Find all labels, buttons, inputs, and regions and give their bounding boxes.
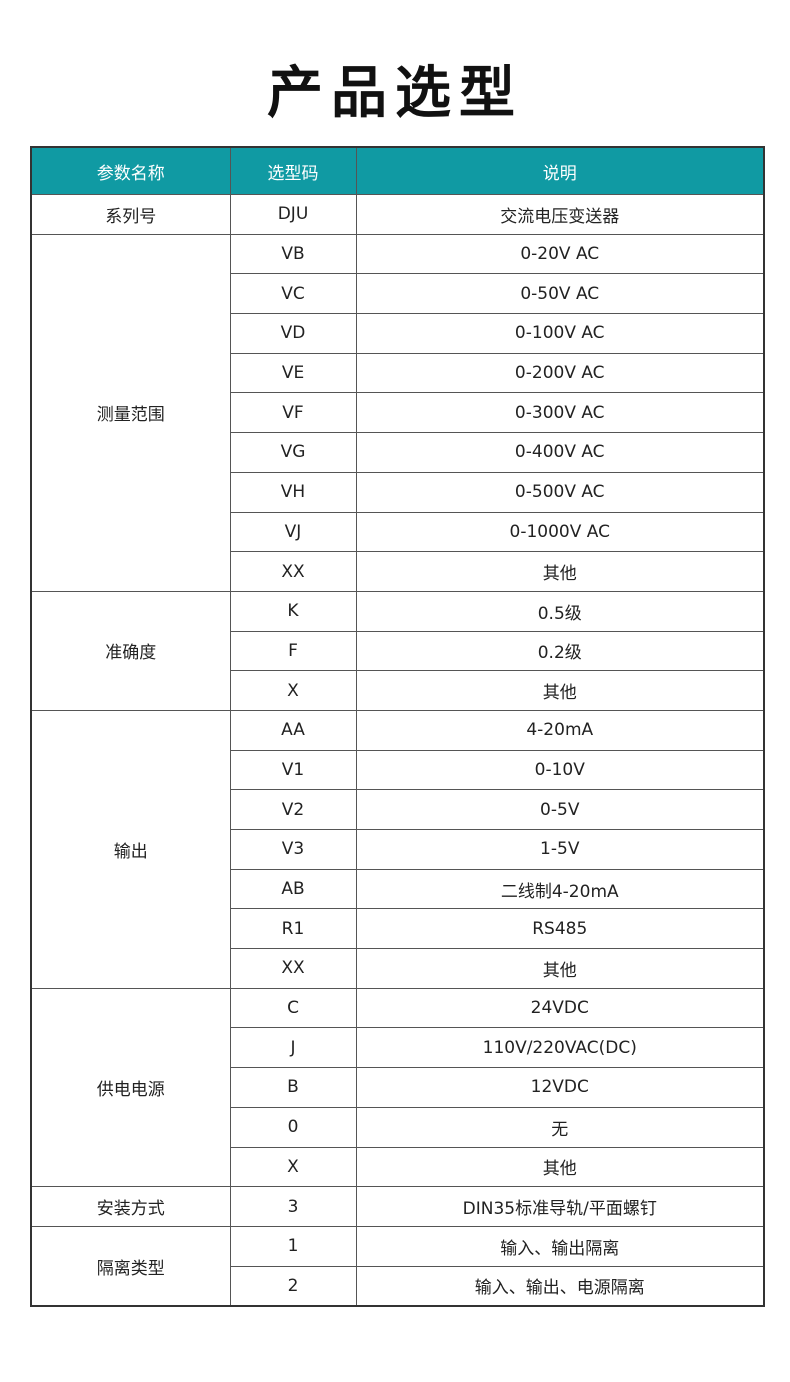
code-cell: DJU [229, 194, 357, 235]
description-cell: 输入、输出、电源隔离 [355, 1265, 765, 1307]
table-row: VC 0-50V AC [31, 273, 765, 315]
table-row: 系列号 DJU 交流电压变送器 [30, 194, 765, 235]
description-cell: 0-50V AC [355, 273, 765, 315]
description-cell: RS485 [355, 908, 765, 950]
table-row: AB 二线制4-20mA [31, 868, 765, 910]
description-cell: 12VDC [355, 1067, 765, 1108]
description-cell: 0-500V AC [355, 471, 765, 513]
table-row: VG 0-400V AC [31, 432, 765, 473]
code-cell: XX [229, 948, 357, 989]
page-title: 产品选型 [267, 61, 523, 126]
param-name-cell: 隔离类型 [30, 1225, 231, 1307]
code-cell: VD [229, 313, 357, 354]
code-cell: X [229, 1146, 357, 1188]
table-row: VE 0-200V AC [31, 352, 765, 394]
table-row: X 其他 [31, 1146, 765, 1188]
code-cell: VC [229, 273, 357, 315]
description-cell: 0.2级 [355, 630, 765, 672]
description-cell: 0-1000V AC [355, 511, 765, 553]
table-row: VD 0-100V AC [31, 313, 765, 354]
selection-table: 参数名称 选型码 说明 系列号 DJU 交流电压变送器 测量范围 VB 0-20V AC V… [30, 146, 765, 1308]
code-cell: VB [229, 233, 357, 275]
table-row: R1 RS485 [31, 908, 765, 950]
table-body: 系列号 DJU 交流电压变送器 测量范围 VB 0-20V AC VC 0-50V AC VD 0… [30, 194, 765, 1307]
code-cell: V2 [229, 789, 357, 830]
code-cell: AA [229, 709, 357, 751]
code-cell: F [229, 630, 357, 672]
table-row: 安装方式 3 DIN35标准导轨/平面螺钉 [30, 1186, 765, 1227]
table-row: VJ 0-1000V AC [31, 511, 765, 553]
code-cell: 0 [229, 1106, 357, 1148]
description-cell: 0-100V AC [355, 313, 765, 354]
description-cell: DIN35标准导轨/平面螺钉 [355, 1186, 765, 1227]
description-cell: 0-400V AC [355, 432, 765, 473]
description-cell: 1-5V [355, 829, 765, 870]
table-row: 供电电源 C 24VDC [30, 987, 765, 1188]
param-name-cell: 测量范围 [30, 233, 231, 592]
table-header-row: 参数名称 选型码 说明 [30, 146, 765, 195]
description-cell: 0-20V AC [355, 233, 765, 275]
description-cell: 其他 [355, 948, 765, 989]
description-cell: 交流电压变送器 [355, 194, 765, 235]
table-row: VH 0-500V AC [31, 471, 765, 513]
code-cell: AB [229, 868, 357, 910]
description-cell: 其他 [355, 551, 765, 592]
code-cell: V1 [229, 749, 357, 791]
description-cell: 0-5V [355, 789, 765, 830]
table-row: 输出 AA 4-20mA [30, 709, 765, 989]
description-cell: 0-200V AC [355, 352, 765, 394]
param-name-cell: 系列号 [30, 194, 231, 235]
table-row: XX 其他 [31, 551, 765, 592]
param-name-cell: 供电电源 [30, 987, 231, 1188]
code-cell: B [229, 1067, 357, 1108]
column-header-code: 选型码 [229, 146, 357, 195]
table-row: F 0.2级 [31, 630, 765, 672]
param-name-cell: 输出 [30, 709, 231, 989]
description-cell: 二线制4-20mA [355, 868, 765, 910]
table-row: 2 输入、输出、电源隔离 [31, 1265, 765, 1307]
description-cell: 110V/220VAC(DC) [355, 1027, 765, 1069]
code-cell: C [229, 987, 357, 1029]
description-cell: 其他 [355, 1146, 765, 1188]
description-cell: 0-300V AC [355, 392, 765, 434]
code-cell: V3 [229, 829, 357, 870]
code-cell: VG [229, 432, 357, 473]
description-cell: 24VDC [355, 987, 765, 1029]
code-cell: 1 [229, 1225, 357, 1267]
table-row: VF 0-300V AC [31, 392, 765, 434]
code-cell: VE [229, 352, 357, 394]
description-cell: 其他 [355, 670, 765, 711]
table-row: V2 0-5V [31, 789, 765, 830]
code-cell: VF [229, 392, 357, 434]
code-cell: VJ [229, 511, 357, 553]
description-cell: 输入、输出隔离 [355, 1225, 765, 1267]
table-row: XX 其他 [31, 948, 765, 989]
code-cell: XX [229, 551, 357, 592]
code-cell: 2 [229, 1265, 357, 1307]
code-cell: 3 [229, 1186, 357, 1227]
column-header-param: 参数名称 [30, 146, 231, 195]
table-row: 准确度 K 0.5级 [30, 590, 765, 711]
param-name-cell: 安装方式 [30, 1186, 231, 1227]
code-cell: X [229, 670, 357, 711]
description-cell: 0.5级 [355, 590, 765, 632]
table-row: V1 0-10V [31, 749, 765, 791]
code-cell: K [229, 590, 357, 632]
table-row: X 其他 [31, 670, 765, 711]
param-name-cell: 准确度 [30, 590, 231, 711]
description-cell: 0-10V [355, 749, 765, 791]
code-cell: J [229, 1027, 357, 1069]
code-cell: R1 [229, 908, 357, 950]
table-row: J 110V/220VAC(DC) [31, 1027, 765, 1069]
table-row: 隔离类型 1 输入、输出隔离 [30, 1225, 765, 1307]
description-cell: 无 [355, 1106, 765, 1148]
description-cell: 4-20mA [355, 709, 765, 751]
table-row: 测量范围 VB 0-20V AC [30, 233, 765, 592]
code-cell: VH [229, 471, 357, 513]
column-header-desc: 说明 [355, 146, 765, 195]
